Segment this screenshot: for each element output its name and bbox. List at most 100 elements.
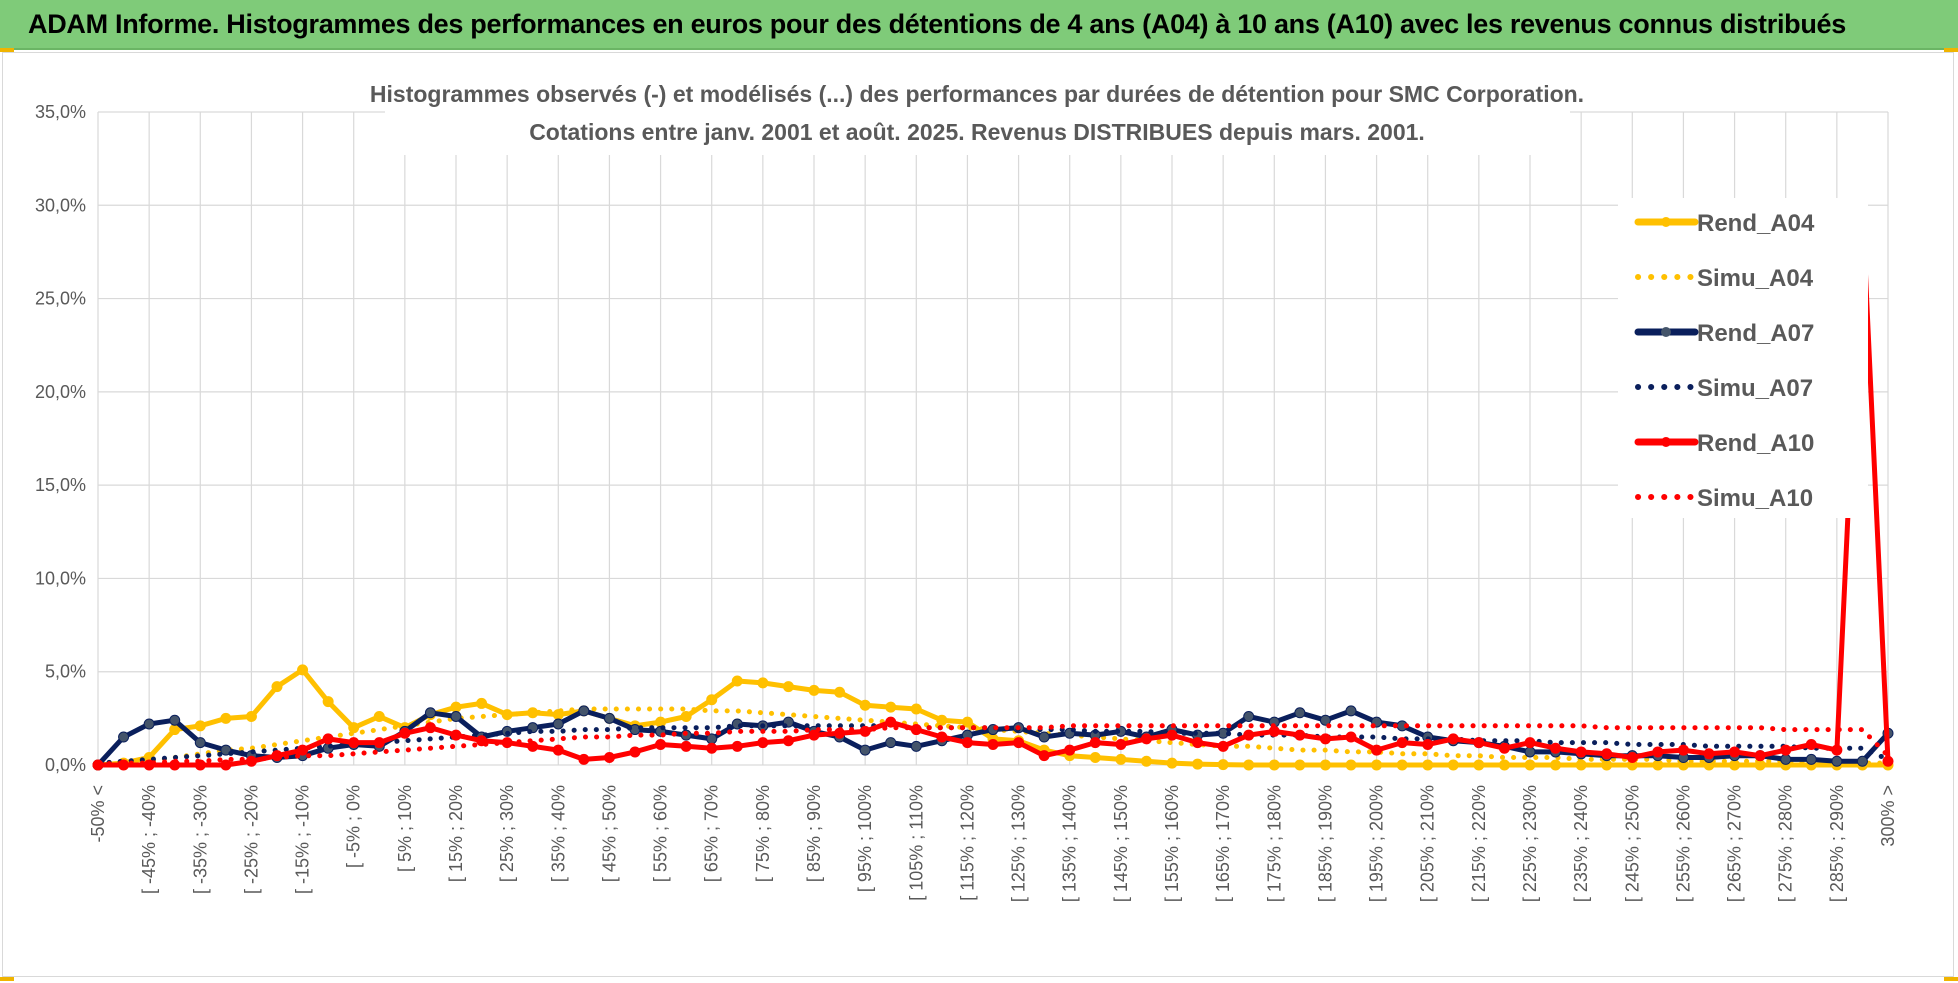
data-point [297,664,309,676]
series-rend-a10 [92,201,1894,771]
data-point [1371,744,1383,756]
chart-title-line2: Cotations entre janv. 2001 et août. 2025… [529,119,1425,145]
data-point [424,722,436,734]
data-point [885,716,897,728]
data-point [808,684,820,696]
data-point [757,677,769,689]
report-title: ADAM Informe. Histogrammes des performan… [28,9,1846,39]
data-point [1396,737,1408,749]
chart-legend: Rend_A04 Simu_A04 Rend_A07 Simu_A07 Rend_A10… [1618,198,1868,518]
data-point [552,718,564,730]
series-line [95,723,1891,766]
x-tick-label: [ 275% ; 280% [1776,785,1796,902]
data-point [706,694,718,706]
x-tick-label: [ 45% ; 50% [599,785,619,882]
legend-item: Simu_A04 [1635,265,1814,292]
data-point [1140,755,1152,767]
data-point [220,744,232,756]
data-point [808,729,820,741]
data-point [961,737,973,749]
data-point [731,740,743,752]
corner-mark-bottom-right [1944,977,1958,981]
data-point [1831,755,1843,767]
x-tick-label: [ -25% ; -20% [241,785,261,894]
data-point [1217,759,1229,771]
chart-title-background [385,75,1570,155]
data-point [731,675,743,687]
report-header: ADAM Informe. Histogrammes des performan… [0,0,1958,50]
data-point [1473,759,1485,771]
x-tick-label: [ 265% ; 270% [1725,785,1745,902]
data-point [1294,707,1306,719]
data-point [1319,733,1331,745]
x-tick-label: [ 65% ; 70% [702,785,722,882]
x-tick-label: [ 185% ; 190% [1315,785,1335,902]
data-point [220,712,232,724]
x-tick-label: [ 205% ; 210% [1418,785,1438,902]
x-tick-label: [ 235% ; 240% [1571,785,1591,902]
series-line [95,667,1891,768]
data-point [1089,737,1101,749]
data-point [1371,759,1383,771]
legend-label: Rend_A07 [1697,320,1814,347]
data-point [1498,742,1510,754]
data-point [782,681,794,693]
data-point [143,718,155,730]
data-point [1243,729,1255,741]
data-point [169,714,181,726]
data-point [834,686,846,698]
x-tick-label: [ 225% ; 230% [1520,785,1540,902]
data-point [194,720,206,732]
x-tick-label: [ 85% ; 90% [804,785,824,882]
data-point [424,707,436,719]
data-point [1013,737,1025,749]
data-point [936,731,948,743]
data-point [1345,705,1357,717]
x-tick-label: [ 155% ; 160% [1162,785,1182,902]
x-tick-label: [ 165% ; 170% [1213,785,1233,902]
x-tick-label: [ 145% ; 150% [1111,785,1131,902]
x-tick-label: [ 95% ; 100% [855,785,875,892]
data-point [1038,731,1050,743]
data-point [1268,759,1280,771]
data-point [910,740,922,752]
data-point [450,710,462,722]
data-point [1294,729,1306,741]
legend-marker [1661,437,1671,447]
data-point [578,753,590,765]
legend-item: Rend_A10 [1634,430,1814,457]
data-point [450,701,462,713]
data-point [1217,740,1229,752]
y-axis: 0,0% 5,0% 10,0% 15,0% 20,0% 25,0% 30,0% 35,0% [35,102,86,775]
data-point [271,681,283,693]
data-point [245,710,257,722]
y-tick-label: 20,0% [35,382,86,402]
legend-label: Rend_A10 [1697,430,1814,457]
y-tick-label: 15,0% [35,475,86,495]
data-point [1805,738,1817,750]
data-point [220,759,232,771]
y-tick-label: 10,0% [35,568,86,588]
data-point [1626,752,1638,764]
data-point [450,729,462,741]
data-point [1243,710,1255,722]
data-point [476,697,488,709]
corner-mark-top-left [0,48,14,52]
data-point [1652,746,1664,758]
legend-label: Rend_A04 [1697,210,1815,237]
x-tick-label: [ 75% ; 80% [753,785,773,882]
data-point [1345,759,1357,771]
data-point [987,738,999,750]
x-tick-label: -50% < [88,785,108,843]
x-tick-label: [ 55% ; 60% [651,785,671,882]
legend-label: Simu_A04 [1697,265,1814,292]
data-point [910,703,922,715]
x-tick-label: [ 135% ; 140% [1060,785,1080,902]
data-point [194,737,206,749]
data-point [1805,753,1817,765]
x-tick-label: [ -5% ; 0% [344,785,364,868]
data-point [1524,737,1536,749]
x-tick-label: [ 255% ; 260% [1673,785,1693,902]
x-tick-label: [ 125% ; 130% [1009,785,1029,902]
